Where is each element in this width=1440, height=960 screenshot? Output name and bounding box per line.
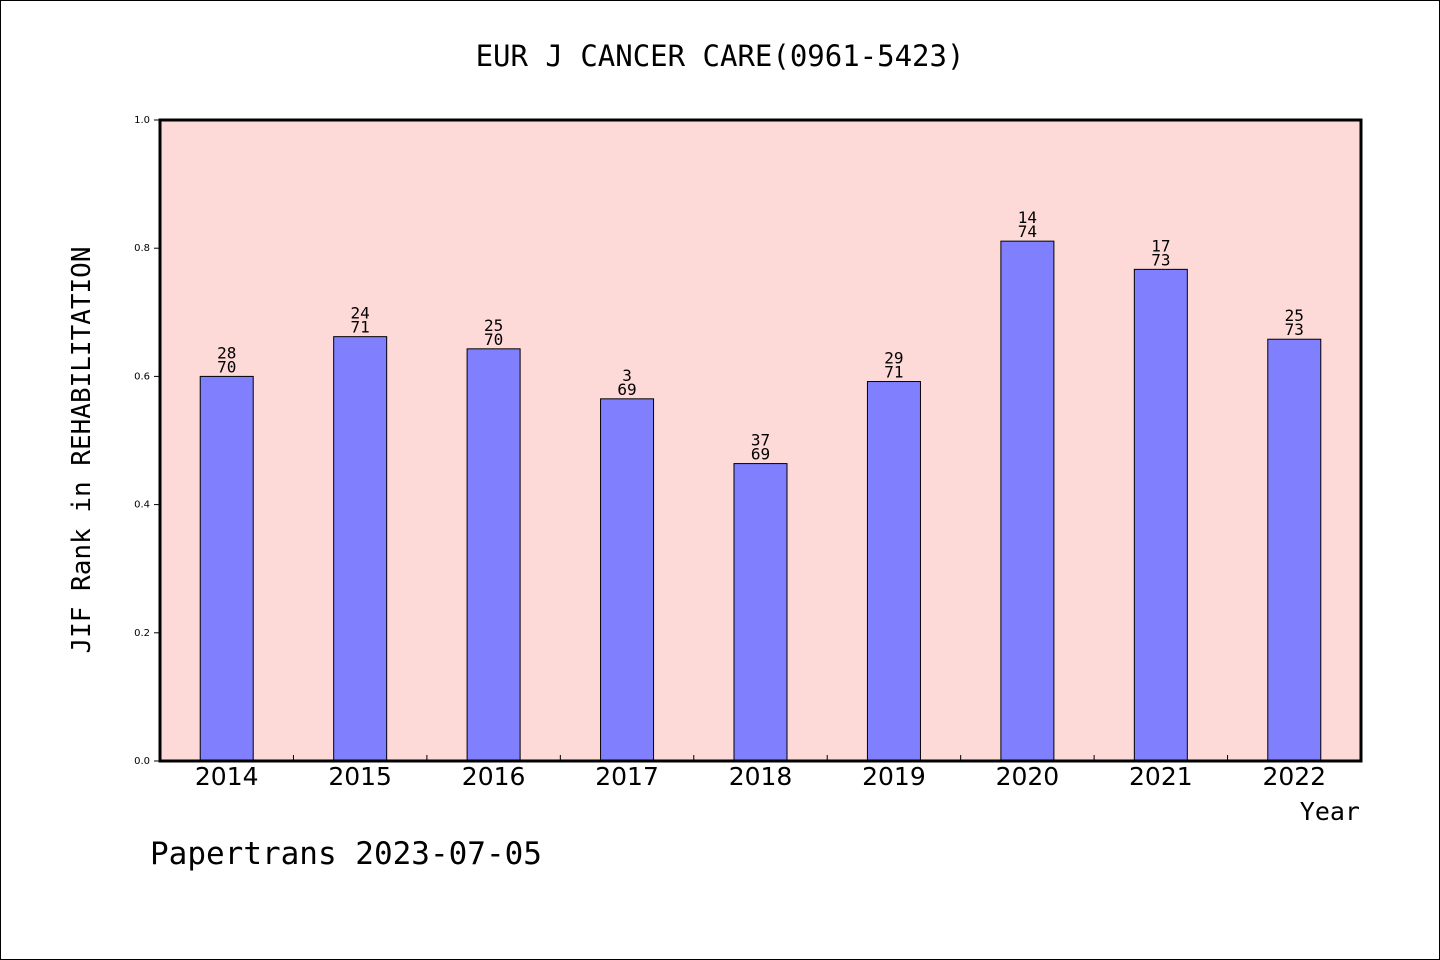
x-tick-label: 2019 xyxy=(862,762,926,791)
x-axis-label: Year xyxy=(1300,797,1360,826)
x-tick-label: 2016 xyxy=(462,762,526,791)
x-tick-label: 2021 xyxy=(1129,762,1193,791)
bar-2018 xyxy=(733,463,788,762)
bar-rank-top: 3 xyxy=(622,366,632,385)
bar-rank-top: 37 xyxy=(751,431,770,450)
bar-rank-bottom: 69 xyxy=(617,380,636,399)
bar-2020 xyxy=(1000,240,1055,762)
bar-rank-bottom: 69 xyxy=(751,445,770,464)
bar-rank-top: 14 xyxy=(1018,208,1037,227)
bar-2022 xyxy=(1267,338,1322,762)
bar-2016 xyxy=(466,348,521,762)
bar-rank-bottom: 74 xyxy=(1018,222,1037,241)
y-axis-label: JIF Rank in REHABILITATION xyxy=(67,247,97,654)
bar-rank-top: 24 xyxy=(351,304,370,323)
bar-rank-bottom: 70 xyxy=(217,357,236,376)
x-tick-label: 2017 xyxy=(595,762,659,791)
bar-rank-top: 17 xyxy=(1151,236,1170,255)
bar-rank-bottom: 73 xyxy=(1285,320,1304,339)
y-tick-label: 0.2 xyxy=(134,628,150,639)
bar-rank-top: 25 xyxy=(1285,306,1304,325)
bar-rank-bottom: 73 xyxy=(1151,250,1170,269)
bar-rank-top: 25 xyxy=(484,316,503,335)
bar-2014 xyxy=(199,375,254,762)
x-tick-label: 2020 xyxy=(996,762,1060,791)
x-axis: 2014 2015 2016 2017 2018 2019 2020 2021 2022 xyxy=(195,755,1326,791)
y-tick-label: 0.0 xyxy=(134,756,150,767)
bar-rank-bottom: 70 xyxy=(484,330,503,349)
bar-rank-bottom: 71 xyxy=(884,363,903,382)
x-tick-label: 2022 xyxy=(1262,762,1326,791)
bar-series xyxy=(199,240,1322,762)
y-tick-label: 0.4 xyxy=(134,500,150,511)
y-tick-label: 1.0 xyxy=(134,115,150,126)
y-tick-label: 0.6 xyxy=(134,371,150,382)
y-axis: 0.0 0.2 0.4 0.6 0.8 1.0 xyxy=(134,115,160,767)
bar-2015 xyxy=(333,336,388,762)
bar-rank-top: 29 xyxy=(884,349,903,368)
bar-2021 xyxy=(1133,268,1188,762)
bar-2019 xyxy=(866,381,921,762)
plot-border xyxy=(158,118,1363,763)
footer-credit: Papertrans 2023-07-05 xyxy=(150,836,542,872)
y-tick-label: 0.8 xyxy=(134,243,150,254)
bar-rank-top: 28 xyxy=(217,343,236,362)
x-tick-label: 2018 xyxy=(729,762,793,791)
x-tick-label: 2015 xyxy=(328,762,392,791)
x-tick-label: 2014 xyxy=(195,762,259,791)
chart-title: EUR J CANCER CARE(0961-5423) xyxy=(476,39,965,73)
bar-2017 xyxy=(600,398,655,762)
bar-rank-bottom: 71 xyxy=(351,318,370,337)
